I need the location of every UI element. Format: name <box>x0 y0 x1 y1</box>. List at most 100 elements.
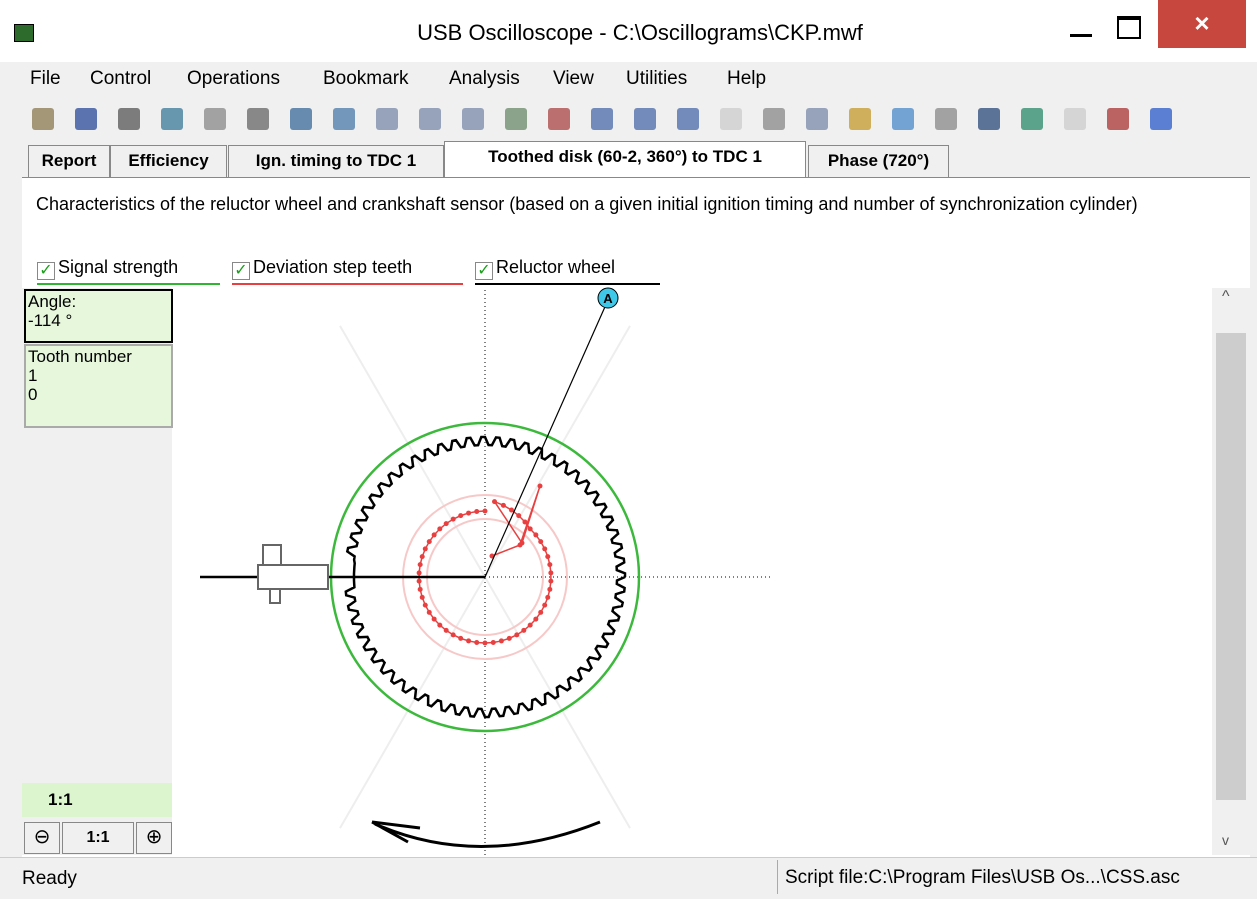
description: Characteristics of the reluctor wheel an… <box>36 194 1138 214</box>
deviation-point <box>527 622 533 628</box>
zoom-reset-button[interactable]: 1:1 <box>62 822 134 854</box>
deviation-point <box>450 632 456 638</box>
checkbox-label: Signal strength <box>58 257 179 277</box>
zoom-out-button[interactable]: ⊖ <box>24 822 60 854</box>
angle-label: Angle: <box>28 292 77 311</box>
deviation-point <box>538 539 544 545</box>
toolbar-button[interactable] <box>1150 108 1172 130</box>
toolbar-button[interactable] <box>935 108 957 130</box>
toolbar-button[interactable] <box>763 108 785 130</box>
deviation-point <box>537 483 543 489</box>
deviation-point <box>474 509 480 515</box>
toolbar-button[interactable] <box>1107 108 1129 130</box>
deviation-point <box>527 526 533 532</box>
checkbox[interactable]: ✓ Reluctor wheel <box>475 257 660 285</box>
toolbar-button[interactable] <box>978 108 1000 130</box>
deviation-point <box>458 635 464 641</box>
checkbox[interactable]: ✓ Signal strength <box>37 257 220 285</box>
marker-circle <box>597 287 619 309</box>
tooth-label: Tooth number <box>28 347 132 366</box>
deviation-point <box>514 632 520 638</box>
deviation-point <box>506 635 512 641</box>
toolbar-button[interactable] <box>376 108 398 130</box>
tab[interactable]: Ign. timing to TDC 1 <box>228 145 444 177</box>
title-bar <box>0 0 1257 62</box>
minimize-button[interactable] <box>1070 34 1092 37</box>
deviation-point <box>547 586 553 592</box>
deviation-point <box>500 502 506 508</box>
status-bar <box>0 857 1257 899</box>
status-right: Script file:C:\Program Files\USB Os...\C… <box>777 860 1257 894</box>
toolbar-button[interactable] <box>720 108 742 130</box>
status-left: Ready <box>22 868 77 889</box>
deviation-point <box>426 609 432 615</box>
toolbar-button[interactable] <box>32 108 54 130</box>
toolbar-button[interactable] <box>118 108 140 130</box>
checkbox-label: Reluctor wheel <box>496 257 616 277</box>
deviation-point <box>542 546 548 552</box>
deviation-point <box>492 499 498 505</box>
deviation-point <box>509 507 515 513</box>
deviation-point <box>547 562 553 568</box>
checkbox[interactable]: ✓ Deviation step teeth <box>232 257 463 285</box>
tab[interactable]: Efficiency <box>110 145 227 177</box>
tooth-line: 1 <box>28 366 38 385</box>
rotation-arrowhead <box>371 820 421 844</box>
toolbar-button[interactable] <box>204 108 226 130</box>
angle-value: -114 ° <box>28 311 73 330</box>
toolbar-button[interactable] <box>505 108 527 130</box>
toolbar-button[interactable] <box>161 108 183 130</box>
toolbar-button[interactable] <box>548 108 570 130</box>
check-mark: ✓ <box>475 262 493 280</box>
tab[interactable]: Phase (720°) <box>808 145 949 177</box>
window-title: USB Oscilloscope - C:\Oscillograms\CKP.m… <box>417 20 863 45</box>
deviation-point <box>521 627 527 633</box>
deviation-point <box>548 578 554 584</box>
deviation-point <box>419 554 425 560</box>
scroll-down[interactable]: v <box>1222 832 1229 848</box>
deviation-point <box>443 627 449 633</box>
deviation-point <box>490 639 496 645</box>
toolbar-button[interactable] <box>806 108 828 130</box>
deviation-point <box>416 578 422 584</box>
content-panel <box>22 177 1250 858</box>
deviation-point <box>482 508 488 514</box>
menu-item[interactable]: File <box>30 68 61 89</box>
scroll-up[interactable]: ^ <box>1222 288 1230 305</box>
deviation-point <box>431 616 437 622</box>
menu-item[interactable]: Utilities <box>626 68 688 89</box>
toolbar-button[interactable] <box>290 108 312 130</box>
toolbar-button[interactable] <box>1021 108 1043 130</box>
toolbar-button[interactable] <box>462 108 484 130</box>
tab[interactable]: Report <box>28 145 110 177</box>
toolbar-button[interactable] <box>247 108 269 130</box>
zoom-in-button[interactable]: ⊕ <box>136 822 172 854</box>
deviation-point <box>431 532 437 538</box>
scroll-thumb[interactable] <box>1216 333 1246 800</box>
toolbar-button[interactable] <box>1064 108 1086 130</box>
menu-item[interactable]: View <box>553 68 594 89</box>
toolbar-button[interactable] <box>591 108 613 130</box>
toolbar-button[interactable] <box>333 108 355 130</box>
toolbar-button[interactable] <box>892 108 914 130</box>
deviation-point <box>533 532 539 538</box>
menu-item[interactable]: Operations <box>187 68 280 89</box>
maximize-button[interactable] <box>1117 16 1141 39</box>
toolbar-button[interactable] <box>75 108 97 130</box>
toolbar-button[interactable] <box>419 108 441 130</box>
menu-item[interactable]: Bookmark <box>323 68 409 89</box>
deviation-point <box>443 521 449 527</box>
menu-item[interactable]: Help <box>727 68 767 89</box>
toolbar-button[interactable] <box>849 108 871 130</box>
toolbar-button[interactable] <box>677 108 699 130</box>
menu-item[interactable]: Control <box>90 68 152 89</box>
tab[interactable]: Toothed disk (60-2, 360°) to TDC 1 <box>444 141 806 178</box>
tooth-line: 0 <box>28 385 38 404</box>
toolbar-button[interactable] <box>634 108 656 130</box>
menu-item[interactable]: Analysis <box>449 68 520 89</box>
close-button[interactable]: × <box>1158 0 1246 48</box>
deviation-point <box>419 594 425 600</box>
deviation-point <box>498 638 504 644</box>
